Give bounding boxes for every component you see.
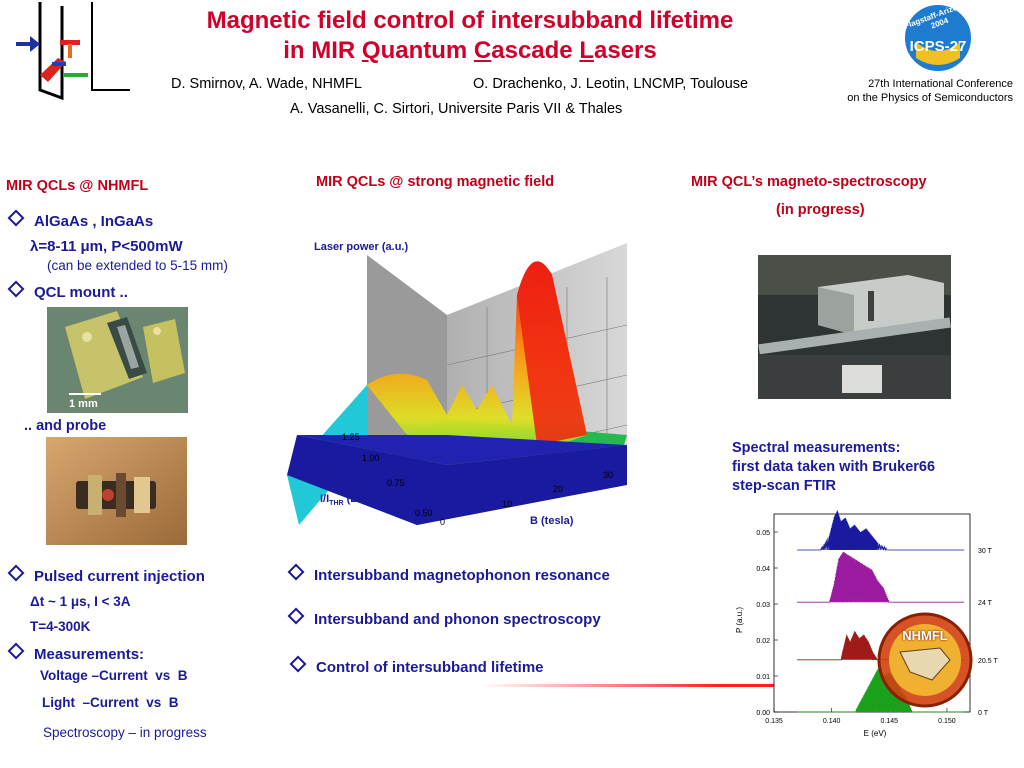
- diamond-bullet-icon: [7, 209, 25, 227]
- left-bullet-materials: AlGaAs , InGaAs: [6, 209, 153, 230]
- authors-lncmp: O. Drachenko, J. Leotin, LNCMP, Toulouse: [473, 76, 749, 92]
- diamond-bullet-icon: [7, 280, 25, 298]
- laser-beam-line: [480, 684, 880, 687]
- z-axis-label: Laser power (a.u.): [314, 241, 408, 253]
- measurement-spectroscopy: Spectroscopy – in progress: [43, 725, 207, 740]
- middle-bullet-magnetophonon: Intersubband magnetophonon resonance: [286, 563, 610, 584]
- left-bullet-mount: QCL mount ..: [6, 280, 128, 301]
- right-heading-status: (in progress): [776, 202, 865, 218]
- x-tick-label: 0.135: [765, 718, 783, 725]
- lab-setup-photo: [758, 255, 951, 399]
- x-tick-label: 0.140: [823, 718, 841, 725]
- probe-photo: [46, 437, 187, 545]
- qcl-band-diagram-icon: [16, 2, 130, 100]
- y-axis-label-3: I/ITHR (B=0): [320, 493, 375, 507]
- x-tick-label: 0.145: [881, 718, 899, 725]
- probe-label: .. and probe: [24, 418, 107, 434]
- middle-bullet-spectroscopy: Intersubband and phonon spectroscopy: [286, 607, 601, 628]
- measurement-light: Light –Current vs B: [42, 695, 179, 710]
- nhmfl-seal-text: NHMFL: [902, 628, 948, 643]
- y-tick-label: 0.00: [756, 710, 770, 717]
- y-tick-label: 0.04: [756, 566, 770, 573]
- x-tick-label: 0.150: [938, 718, 956, 725]
- diamond-bullet-icon: [7, 564, 25, 582]
- scale-bar-label: 1 mm: [69, 398, 98, 410]
- right-heading: MIR QCL’s magneto-spectroscopy: [691, 174, 927, 190]
- y-axis-label: P (a.u.): [735, 607, 744, 633]
- measurement-voltage: Voltage –Current vs B: [40, 668, 188, 683]
- spectrum-trace: [797, 510, 965, 552]
- x-tick: 10: [502, 499, 512, 509]
- y-tick-label: 0.03: [756, 602, 770, 609]
- y-tick-label: 0.01: [756, 674, 770, 681]
- left-bullet-measurements: Measurements:: [6, 642, 144, 663]
- pulse-params: Δt ~ 1 μs, I < 3A: [30, 594, 131, 609]
- y-tick: 0.75: [387, 478, 405, 488]
- y-tick: 1.25: [342, 432, 360, 442]
- title-line-2: in MIR Quantum Cascade Lasers: [283, 37, 657, 64]
- y-tick: 1.00: [362, 453, 380, 463]
- y-tick-label: 0.02: [756, 638, 770, 645]
- y-tick: 0.50: [415, 508, 433, 518]
- qcl-mount-photo: 1 mm: [47, 307, 188, 413]
- y-tick-label: 0.05: [756, 530, 770, 537]
- diamond-bullet-icon: [7, 642, 25, 660]
- series-label: 24 T: [978, 600, 993, 607]
- icps-logo-text: ICPS-27: [909, 38, 967, 55]
- title-line-1: Magnetic field control of intersubband l…: [206, 7, 734, 34]
- spectral-description: Spectral measurements: first data taken …: [732, 439, 935, 496]
- series-label: 0 T: [978, 710, 989, 717]
- temperature-range: T=4-300K: [30, 619, 91, 634]
- series-label: 20.5 T: [978, 658, 998, 665]
- authors-paris: A. Vasanelli, C. Sirtori, Universite Par…: [290, 101, 623, 117]
- y-axis-label-2: current: [320, 477, 358, 489]
- spectral-line-2: first data taken with Bruker66: [732, 459, 936, 475]
- laser-power-surface-plot: Laser power (a.u.) Normalized current I/…: [287, 235, 637, 535]
- page-title: Magnetic field control of intersubband l…: [120, 6, 820, 66]
- diamond-bullet-icon: [287, 607, 305, 625]
- spectral-line-1: Spectral measurements:: [732, 440, 901, 456]
- left-wavelength-text: λ=8-11 μm, P<500mW: [30, 238, 183, 255]
- x-tick: 20: [553, 484, 563, 494]
- scale-bar: [69, 393, 101, 395]
- left-heading: MIR QCLs @ NHMFL: [6, 178, 149, 194]
- x-axis-label: E (eV): [864, 729, 887, 738]
- conference-line-2: on the Physics of Semiconductors: [847, 92, 1013, 104]
- middle-bullet-lifetime: Control of intersubband lifetime: [288, 655, 544, 676]
- icps-logo-graphic: [903, 3, 973, 73]
- x-tick: 30: [603, 470, 613, 480]
- spectrum-trace: [797, 630, 965, 661]
- x-tick: 0: [440, 517, 445, 527]
- nhmfl-seal: NHMFL: [870, 610, 980, 710]
- series-label: 30 T: [978, 548, 993, 555]
- middle-heading: MIR QCLs @ strong magnetic field: [316, 174, 555, 190]
- y-axis-label-1: Normalized: [290, 464, 349, 476]
- icps-logo: Flagstaff-Arizona-2004 ICPS-27: [902, 0, 974, 74]
- conference-name: 27th International Conference on the Phy…: [800, 77, 1013, 105]
- spectral-line-3: step-scan FTIR: [732, 478, 836, 494]
- x-axis-label: B (tesla): [530, 515, 574, 527]
- diamond-bullet-icon: [289, 655, 307, 673]
- nhmfl-seal-graphic: [877, 612, 973, 708]
- diamond-bullet-icon: [287, 563, 305, 581]
- left-bullet-pulsed: Pulsed current injection: [6, 564, 205, 585]
- authors-nhmfl: D. Smirnov, A. Wade, NHMFL: [171, 76, 362, 92]
- left-wavelength-note: (can be extended to 5-15 mm): [47, 258, 228, 273]
- conference-line-1: 27th International Conference: [868, 78, 1013, 90]
